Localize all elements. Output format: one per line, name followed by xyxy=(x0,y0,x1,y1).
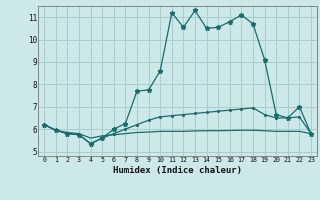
X-axis label: Humidex (Indice chaleur): Humidex (Indice chaleur) xyxy=(113,166,242,175)
